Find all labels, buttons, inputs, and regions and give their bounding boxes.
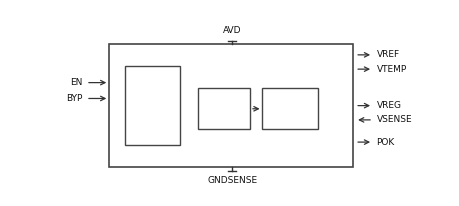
Bar: [109, 44, 353, 167]
Text: BYP: BYP: [66, 94, 82, 103]
Text: EN: EN: [70, 78, 82, 87]
Text: VTEMP: VTEMP: [376, 65, 406, 74]
Text: POK: POK: [376, 138, 394, 147]
Text: VREG: VREG: [376, 101, 401, 110]
Bar: [198, 88, 250, 129]
Text: Reference: Reference: [202, 104, 245, 113]
Bar: [125, 66, 180, 145]
Text: VREF: VREF: [376, 50, 399, 59]
Text: AVD: AVD: [223, 26, 241, 35]
Text: GNDSENSE: GNDSENSE: [207, 177, 257, 185]
Text: Booting
Bias
&
Logic: Booting Bias & Logic: [136, 82, 169, 129]
Text: VSENSE: VSENSE: [376, 115, 411, 124]
Text: LRA: LRA: [281, 104, 297, 113]
Bar: [262, 88, 317, 129]
